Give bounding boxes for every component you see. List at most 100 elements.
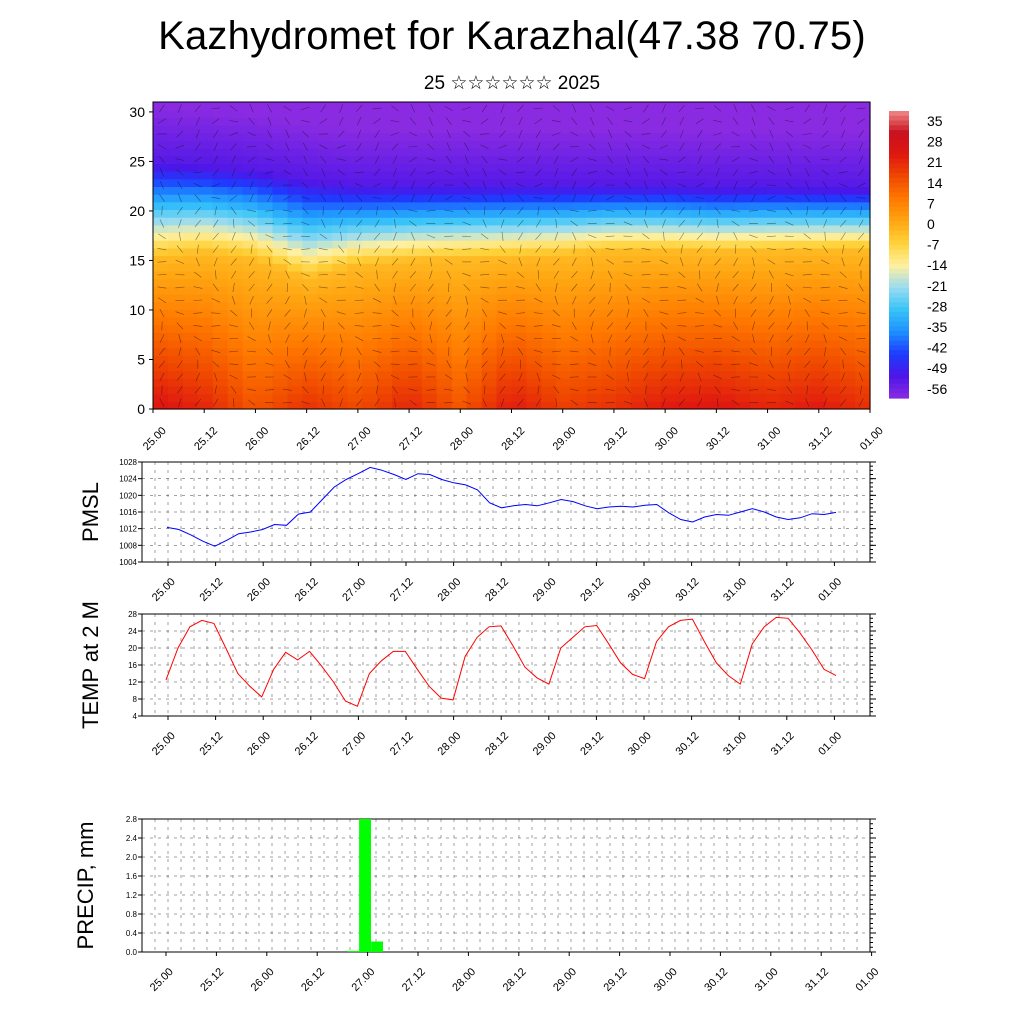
heatmap-cell [616, 309, 632, 318]
wind-barb [410, 257, 416, 266]
heatmap-cell [347, 324, 363, 333]
wind-barb [319, 297, 328, 303]
wind-barb [515, 171, 525, 174]
heatmap-cell [810, 102, 826, 111]
wind-barb [480, 261, 490, 263]
colorbar-segment [889, 378, 909, 385]
heatmap-cell [332, 224, 348, 234]
heatmap-cell [347, 171, 363, 180]
heatmap-cell [287, 178, 303, 188]
heatmap-cell [541, 270, 557, 280]
wind-barb [480, 144, 489, 150]
wind-barb [695, 118, 704, 124]
heatmap-cell [601, 270, 617, 280]
heatmap-cell [153, 278, 169, 287]
heatmap-cell [451, 293, 468, 303]
wind-barb [570, 336, 579, 342]
heatmap-cell [795, 178, 811, 188]
wind-barb [733, 232, 738, 241]
wind-barb [677, 183, 687, 188]
heatmap-cell [332, 355, 348, 364]
heatmap-cell [302, 355, 318, 364]
heatmap-cell [586, 140, 602, 149]
wind-barb [606, 374, 615, 380]
page-title: Kazhydromet for Karazhal(47.38 70.75) [158, 14, 866, 58]
wind-barb [480, 297, 489, 303]
heatmap-cell [795, 194, 811, 203]
heatmap-cell [645, 309, 662, 318]
heatmap-cell [227, 232, 244, 241]
heatmap-cell [645, 270, 662, 280]
heatmap-cell [377, 194, 393, 203]
heatmap-cell [735, 301, 752, 310]
wind-barb [408, 146, 418, 148]
heatmap-cell [571, 378, 587, 387]
heatmap-cell [481, 194, 498, 203]
heatmap-cell [810, 163, 826, 172]
wind-barb [500, 193, 505, 203]
wind-barb [857, 361, 865, 368]
heatmap-cell [616, 393, 632, 402]
heatmap-cell [317, 301, 333, 310]
heatmap-cell [466, 385, 483, 395]
heatmap-cell [720, 393, 737, 402]
heatmap-cell [780, 316, 796, 326]
heatmap-cell [840, 393, 856, 402]
heatmap-cell [153, 102, 169, 111]
heatmap-cell [511, 385, 528, 395]
colorbar-segment [889, 187, 909, 193]
heatmap-cell [257, 240, 274, 249]
heatmap-cell [347, 155, 363, 164]
wind-barb [159, 372, 165, 382]
heatmap-cell [735, 247, 752, 257]
y-tick-label: 1024 [119, 475, 137, 484]
heatmap-cell [616, 163, 632, 172]
y-tick-label: 1016 [119, 508, 137, 517]
heatmap-cell [675, 201, 692, 211]
heatmap-cell [212, 393, 229, 402]
wind-barb [462, 119, 472, 123]
wind-barb [768, 322, 775, 330]
wind-barb [663, 231, 665, 241]
wind-barb [392, 155, 398, 164]
heatmap-cell [496, 378, 513, 387]
wind-barb [498, 158, 508, 161]
wind-barb [463, 321, 470, 330]
heatmap-cell [392, 217, 408, 226]
heatmap-cell [601, 163, 617, 172]
wind-barb [195, 142, 201, 151]
wind-barb [158, 233, 166, 240]
heatmap-cell [645, 102, 662, 111]
wind-barb [734, 244, 737, 254]
heatmap-cell [153, 332, 169, 341]
heatmap-cell [810, 117, 826, 126]
wind-barb [446, 270, 452, 279]
heatmap-cell [317, 270, 333, 280]
heatmap-cell [675, 255, 692, 264]
wind-barb [713, 119, 723, 123]
x-tick-label: 29.12 [578, 576, 606, 604]
heatmap-cell [153, 393, 169, 402]
wind-barb [211, 183, 221, 188]
heatmap-cell [347, 370, 363, 379]
heatmap-cell [511, 224, 528, 234]
heatmap-cell [586, 232, 602, 241]
heatmap-cell [720, 209, 737, 218]
wind-barb [857, 168, 865, 177]
wind-barb [376, 270, 378, 280]
heatmap-cell [242, 370, 259, 379]
x-tick-label: 31.00 [721, 576, 749, 604]
heatmap-cell [272, 316, 289, 326]
heatmap-cell [347, 339, 363, 349]
x-tick-label: 27.12 [388, 730, 416, 758]
heatmap-cell [556, 255, 572, 264]
heatmap-cell [302, 224, 318, 234]
heatmap-cell [511, 217, 528, 226]
heatmap-cell [362, 339, 378, 349]
wind-barb [464, 168, 469, 177]
heatmap-cell [466, 393, 483, 402]
wind-barb [606, 169, 615, 175]
heatmap-cell [511, 270, 528, 280]
heatmap-cell [347, 316, 363, 326]
